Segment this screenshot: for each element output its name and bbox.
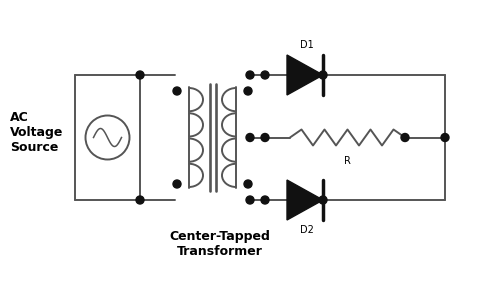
Circle shape — [319, 196, 327, 204]
Text: D1: D1 — [300, 40, 314, 50]
Circle shape — [244, 87, 252, 95]
Polygon shape — [287, 180, 323, 220]
Polygon shape — [287, 55, 323, 95]
Circle shape — [246, 134, 254, 142]
Circle shape — [136, 196, 144, 204]
Text: R: R — [344, 155, 351, 166]
Circle shape — [173, 87, 181, 95]
Circle shape — [246, 196, 254, 204]
Circle shape — [173, 180, 181, 188]
Circle shape — [319, 71, 327, 79]
Circle shape — [261, 196, 269, 204]
Circle shape — [246, 71, 254, 79]
Circle shape — [244, 180, 252, 188]
Circle shape — [401, 134, 409, 142]
Text: D2: D2 — [300, 225, 314, 235]
Circle shape — [261, 134, 269, 142]
Circle shape — [441, 134, 449, 142]
Circle shape — [261, 71, 269, 79]
Text: Center-Tapped
Transformer: Center-Tapped Transformer — [169, 230, 270, 258]
Circle shape — [136, 71, 144, 79]
Text: AC
Voltage
Source: AC Voltage Source — [10, 111, 63, 154]
